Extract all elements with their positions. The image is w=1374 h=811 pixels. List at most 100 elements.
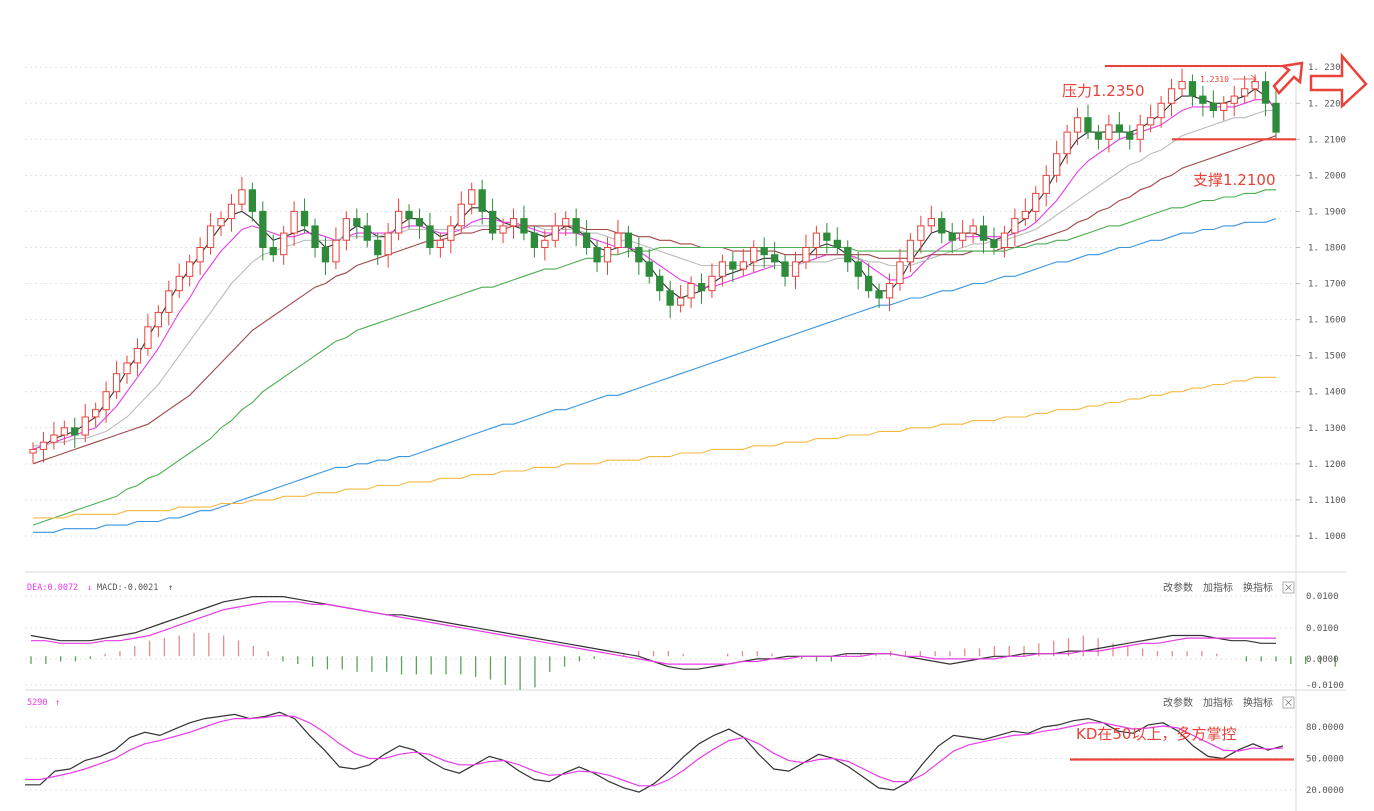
candle-body (1272, 102, 1280, 133)
toolbar-add-indicator-button[interactable]: 加指标 (1203, 581, 1233, 594)
candle-body (1115, 124, 1123, 133)
ma-line-4 (32, 135, 1277, 465)
candle-body (395, 210, 403, 234)
candle-body (885, 283, 894, 299)
toolbar-switch-indicator-button[interactable]: 换指标 (1243, 696, 1273, 709)
candle-body (1063, 131, 1071, 155)
candle-body (938, 218, 946, 234)
macd-up-arrow-icon: ↑ (168, 583, 173, 593)
close-icon-glyph (1285, 584, 1292, 591)
y-tick-label: 1. 1400 (1308, 388, 1346, 398)
candle-body (457, 203, 465, 227)
y-tick-label: 1. 2200 (1308, 99, 1346, 109)
candle-body (583, 232, 591, 249)
candlestick-panel: 1. 2300 1. 2200 1. 2100 1. 2000 1. 1900 1. 18… (25, 52, 1368, 811)
resistance-label: 压力1.2350 (1062, 82, 1145, 100)
candle-body (739, 261, 748, 270)
candle-body (520, 218, 528, 234)
candle-body (948, 232, 956, 241)
candle-body (468, 189, 476, 205)
close-icon-glyph (1285, 699, 1292, 706)
candle-body (1178, 81, 1186, 90)
candle-body (353, 218, 361, 227)
candlesticks (29, 68, 1280, 464)
candle-body (551, 225, 559, 241)
y-tick-label: 0.0000 (1306, 655, 1339, 665)
candle-body (269, 247, 277, 256)
candle-body (562, 218, 570, 227)
candle-body (865, 275, 873, 292)
ma-line-3 (33, 109, 1276, 447)
main-gridlines (25, 60, 1346, 811)
candle-body (29, 448, 37, 454)
candle-body (697, 283, 706, 292)
up-right-arrow-icon (1272, 61, 1304, 95)
candle-body (60, 427, 69, 436)
toolbar-edit-params-button[interactable]: 改参数 (1163, 581, 1193, 594)
macd-panel: 0.0100 0.0100 0.0000 -0.0100 DEA:0.0072 ↓ M… (25, 581, 1346, 691)
candle-body (750, 247, 758, 263)
candle-body (530, 232, 539, 249)
candle-body (833, 239, 842, 249)
candle-body (1011, 218, 1019, 234)
candle-body (363, 225, 371, 241)
candle-body (1032, 192, 1040, 212)
y-tick-label: 1. 1000 (1308, 532, 1346, 542)
macd-histogram (30, 632, 1336, 690)
candle-body (332, 239, 340, 263)
candle-body (614, 232, 622, 249)
candle-body (39, 441, 48, 450)
candle-body (603, 247, 612, 263)
candle-body (896, 261, 904, 284)
kd-value-label: 5290 (27, 698, 47, 708)
y-tick-label: 20.0000 (1306, 786, 1344, 796)
candle-body (374, 239, 382, 256)
macd-lines (30, 596, 1276, 670)
candle-body (1261, 81, 1270, 104)
y-tick-label: 1. 1500 (1308, 352, 1346, 362)
dea-line (31, 601, 1276, 665)
candle-body (541, 239, 549, 249)
candle-body (645, 261, 653, 277)
candle-body (1230, 95, 1238, 104)
candle-body (906, 239, 915, 263)
candle-body (635, 247, 643, 263)
candle-body (133, 348, 142, 364)
kd-lines (25, 711, 1284, 793)
y-tick-label: 0.0100 (1306, 624, 1339, 634)
kd-gridlines (25, 726, 1296, 791)
macd-y-axis: 0.0100 0.0100 0.0000 -0.0100 (1306, 592, 1344, 691)
candle-body (656, 275, 664, 292)
y-tick-label: 1. 2000 (1308, 171, 1346, 181)
candle-body (959, 232, 967, 241)
candle-body (624, 232, 633, 249)
y-tick-label: 1. 1800 (1308, 243, 1346, 253)
candle-body (196, 247, 204, 263)
candle-body (802, 247, 810, 263)
high-price-pointer-icon (1233, 74, 1257, 84)
toolbar-switch-indicator-button[interactable]: 换指标 (1243, 581, 1273, 594)
main-y-axis: 1. 2300 1. 2200 1. 2100 1. 2000 1. 1900 1. 18… (1296, 63, 1346, 542)
candle-body (1021, 210, 1030, 220)
candle-body (854, 261, 862, 277)
candle-body (217, 218, 225, 227)
toolbar-add-indicator-button[interactable]: 加指标 (1203, 696, 1233, 709)
candle-body (509, 218, 518, 227)
candle-body (917, 225, 925, 241)
ma-line-7 (33, 376, 1276, 519)
candle-body (1105, 124, 1113, 140)
candle-body (1094, 131, 1103, 140)
y-tick-label: 0.0100 (1306, 592, 1339, 602)
candle-body (844, 247, 852, 263)
candle-body (259, 210, 267, 248)
candle-body (342, 218, 351, 241)
toolbar-edit-params-button[interactable]: 改参数 (1163, 696, 1193, 709)
candle-body (499, 225, 507, 234)
candle-body (1199, 95, 1207, 104)
ma-line-2 (32, 99, 1277, 450)
candle-body (436, 239, 445, 249)
candle-body (1157, 102, 1165, 119)
support-label: 支撑1.2100 (1193, 171, 1276, 189)
kd-up-arrow-icon: ↑ (55, 698, 60, 708)
